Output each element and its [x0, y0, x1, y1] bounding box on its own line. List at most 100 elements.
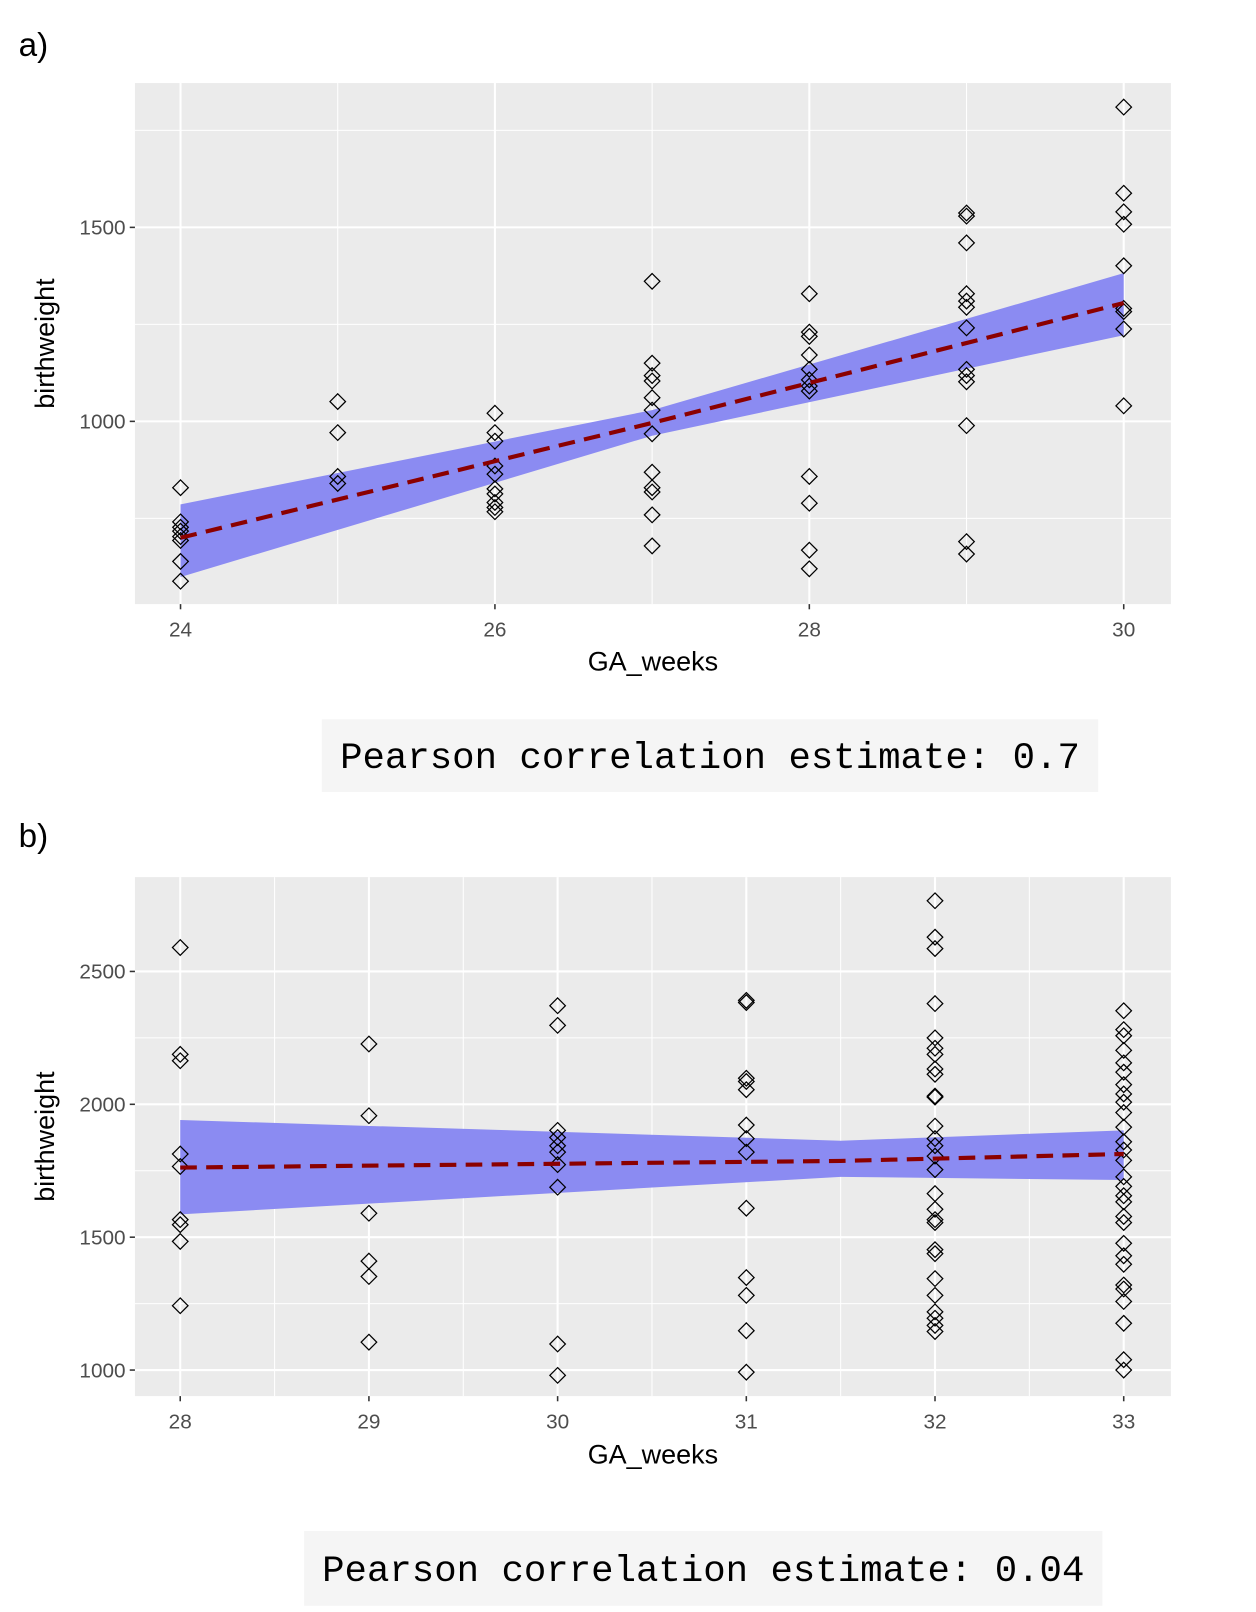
point	[800, 560, 818, 578]
point	[643, 354, 661, 372]
point	[1115, 1213, 1133, 1232]
x-tick-label: 29	[357, 1410, 380, 1433]
point	[737, 1363, 755, 1381]
point	[926, 1303, 944, 1321]
point	[548, 1143, 567, 1161]
point	[1115, 1151, 1133, 1170]
point	[171, 1216, 189, 1234]
point	[737, 1129, 755, 1148]
point	[957, 545, 976, 563]
point	[926, 892, 944, 910]
point	[926, 1039, 944, 1057]
point	[926, 1316, 944, 1335]
point	[800, 327, 818, 346]
panel-label: b)	[19, 818, 49, 855]
point	[800, 360, 818, 379]
point	[926, 1045, 944, 1064]
point	[926, 1309, 944, 1327]
y-tick-label: 1500	[79, 1226, 125, 1249]
point	[548, 1016, 567, 1035]
point	[737, 1072, 755, 1091]
point	[171, 1145, 189, 1163]
point	[926, 1210, 944, 1229]
point	[737, 1116, 755, 1134]
point	[1115, 302, 1133, 321]
point	[737, 1143, 755, 1161]
point	[957, 416, 976, 435]
point	[171, 1210, 189, 1229]
y-tick-label: 1000	[79, 1359, 125, 1382]
x-tick-label: 33	[1112, 1410, 1135, 1433]
point	[643, 366, 661, 385]
x-tick-label: 30	[546, 1410, 569, 1433]
point	[171, 479, 190, 497]
point	[1115, 1247, 1133, 1265]
x-tick-label: 24	[169, 618, 192, 641]
point	[486, 493, 504, 512]
annotation: Pearson correlation estimate: 0.04	[322, 1551, 1084, 1593]
point	[171, 1297, 189, 1315]
point	[926, 1129, 944, 1148]
point	[957, 373, 976, 391]
point	[1115, 257, 1133, 275]
point	[643, 483, 661, 501]
point	[643, 537, 661, 555]
point	[926, 1213, 944, 1232]
point	[643, 389, 661, 407]
point	[171, 518, 190, 536]
point	[171, 1232, 189, 1251]
annotation: Pearson correlation estimate: 0.7	[340, 738, 1080, 780]
point	[548, 1366, 567, 1385]
point	[957, 207, 976, 225]
point	[1115, 1234, 1133, 1252]
point	[800, 371, 818, 389]
point	[1115, 1141, 1133, 1159]
point	[926, 939, 944, 958]
y-axis-title: birthweight	[30, 1071, 60, 1202]
point	[171, 522, 190, 540]
y-tick-label: 1500	[79, 217, 125, 240]
point	[1115, 98, 1133, 116]
point	[1115, 1020, 1133, 1039]
point	[926, 1087, 944, 1105]
point	[926, 1200, 944, 1218]
point	[957, 298, 976, 316]
fit-line	[180, 1151, 1124, 1170]
point	[486, 423, 504, 442]
point	[1115, 1085, 1133, 1103]
point	[800, 541, 818, 559]
point	[737, 1069, 755, 1087]
point	[957, 292, 976, 310]
point	[926, 1269, 944, 1288]
point	[926, 994, 944, 1013]
point	[926, 1088, 944, 1106]
point	[1115, 1118, 1133, 1136]
point	[957, 366, 976, 385]
point	[171, 1157, 189, 1176]
y-axis-title: birthweight	[30, 278, 60, 409]
point	[1115, 215, 1133, 233]
point	[957, 285, 976, 303]
point	[926, 928, 944, 946]
x-axis-title: GA_weeks	[588, 1440, 718, 1470]
point	[1115, 1207, 1133, 1226]
point	[643, 401, 661, 419]
point	[926, 1029, 944, 1047]
point	[926, 1147, 944, 1165]
point	[643, 425, 661, 443]
point	[360, 1204, 378, 1222]
point	[957, 532, 976, 551]
point	[800, 346, 818, 364]
point	[1115, 1168, 1133, 1186]
point	[926, 1244, 944, 1263]
point	[1115, 397, 1133, 415]
x-tick-label: 30	[1112, 618, 1135, 641]
point	[171, 552, 190, 571]
y-tick-label: 2000	[79, 1094, 125, 1117]
point	[737, 1322, 755, 1340]
point	[800, 494, 818, 512]
point	[1115, 1093, 1133, 1111]
y-tick-label: 2500	[79, 961, 125, 984]
point	[957, 204, 976, 222]
point	[737, 991, 755, 1010]
